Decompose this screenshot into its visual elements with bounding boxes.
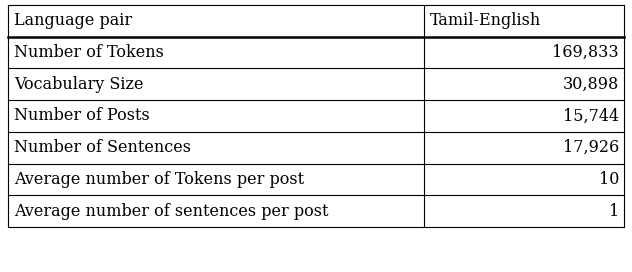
Text: Number of Posts: Number of Posts [14, 107, 150, 125]
Text: Language pair: Language pair [14, 12, 132, 29]
Text: 15,744: 15,744 [563, 107, 619, 125]
Text: 30,898: 30,898 [562, 76, 619, 93]
Text: Vocabulary Size: Vocabulary Size [14, 76, 143, 93]
Text: Average number of sentences per post: Average number of sentences per post [14, 203, 329, 220]
Text: 169,833: 169,833 [552, 44, 619, 61]
Text: 1: 1 [609, 203, 619, 220]
Text: Average number of Tokens per post: Average number of Tokens per post [14, 171, 304, 188]
Text: Number of Tokens: Number of Tokens [14, 44, 164, 61]
Text: Tamil-English: Tamil-English [430, 12, 541, 29]
Text: Number of Sentences: Number of Sentences [14, 139, 191, 156]
Text: 10: 10 [599, 171, 619, 188]
Text: 17,926: 17,926 [562, 139, 619, 156]
